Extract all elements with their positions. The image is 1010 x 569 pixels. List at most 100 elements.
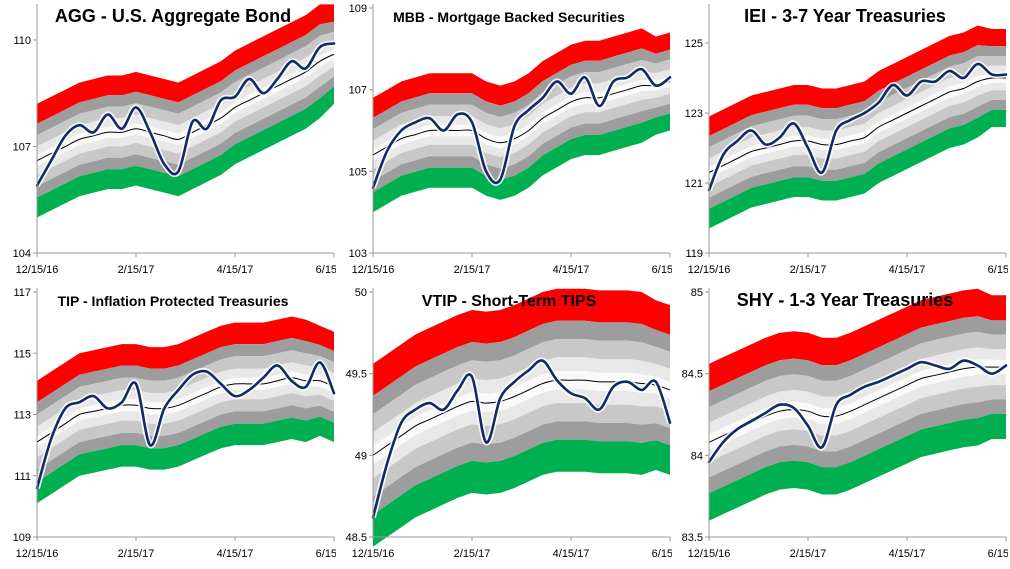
band-upper-dark: [373, 48, 670, 130]
price-line: [371, 67, 672, 189]
x-tick-label: 4/15/17: [553, 548, 590, 560]
x-tick-label: 12/15/16: [352, 548, 395, 560]
y-tick-label: 111: [14, 471, 31, 483]
x-tick-label: 4/15/17: [217, 548, 254, 560]
chart-panel: 104 107 110 12/15/16 2/15/17 4/15/17 6/15/17 AG…: [0, 0, 336, 284]
x-tick-label: 6/15/17: [316, 264, 336, 276]
price-line: [35, 42, 336, 187]
y-tick-label: 117: [13, 287, 31, 299]
band-upper-dark: [709, 316, 1006, 407]
x-tick-label: 4/15/17: [217, 264, 254, 276]
x-tick-label: 6/15/17: [316, 548, 336, 560]
band-lower-dark: [709, 399, 1006, 494]
x-tick-label: 2/15/17: [118, 264, 155, 276]
band-lower-dark: [37, 405, 334, 482]
x-tick-label: 6/15/17: [988, 264, 1008, 276]
band-upper-mid: [37, 350, 334, 427]
chart-title: AGG - U.S. Aggregate Bond: [55, 6, 291, 26]
price-line: [35, 361, 336, 490]
band-green: [709, 109, 1006, 229]
y-tick-label: 48.5: [346, 532, 367, 544]
y-tick-label: 83.5: [682, 532, 703, 544]
band-red: [37, 316, 334, 403]
mean-line: [708, 77, 1007, 173]
band-upper-light: [373, 69, 670, 150]
band-upper-mid: [373, 339, 670, 433]
x-tick-label: 6/15/17: [988, 548, 1008, 560]
y-tick-label: 104: [13, 248, 31, 260]
y-tick-label: 49: [355, 450, 367, 462]
band-lower-light: [373, 86, 670, 170]
chart-title: VTIP - Short-Term TIPS: [422, 293, 597, 310]
chart-svg: 83.5 84 84.5 85 12/15/16 2/15/17 4/15/17 6/15/1…: [682, 287, 1008, 560]
band-lower-mid: [709, 385, 1006, 478]
band-lower-dark: [373, 421, 670, 515]
band-center: [709, 73, 1006, 179]
y-tick-label: 105: [349, 166, 367, 178]
y-tick-label: 107: [349, 85, 367, 97]
x-tick-label: 12/15/16: [16, 264, 59, 276]
band-upper-mid: [373, 59, 670, 141]
x-tick-label: 2/15/17: [118, 548, 155, 560]
band-red: [709, 25, 1006, 137]
y-tick-label: 49.5: [346, 369, 367, 381]
y-tick-label: 113: [13, 410, 31, 422]
y-tick-label: 109: [13, 532, 31, 544]
band-lower-mid: [37, 393, 334, 470]
mean-line: [36, 377, 335, 443]
x-tick-label: 2/15/17: [454, 548, 491, 560]
band-green: [37, 86, 334, 218]
band-green: [709, 413, 1006, 521]
chart-title: IEI - 3-7 Year Treasuries: [744, 6, 946, 26]
y-tick-label: 103: [349, 248, 367, 260]
y-tick-label: 50: [355, 287, 367, 299]
chart-panel: 103 105 107 109 12/15/16 2/15/17 4/15/17 6/15/1…: [336, 0, 672, 284]
band-lower-mid: [37, 66, 334, 187]
y-tick-label: 84: [691, 450, 703, 462]
band-red: [373, 28, 670, 118]
x-tick-label: 6/15/17: [652, 264, 672, 276]
x-tick-label: 6/15/17: [652, 548, 672, 560]
band-lower-mid: [373, 403, 670, 497]
band-green: [373, 439, 670, 547]
y-tick-label: 125: [685, 38, 703, 50]
chart-title: TIP - Inflation Protected Treasuries: [58, 293, 289, 309]
y-tick-label: 110: [13, 35, 31, 47]
y-tick-label: 119: [685, 248, 703, 260]
x-tick-label: 4/15/17: [553, 264, 590, 276]
x-tick-label: 2/15/17: [790, 264, 827, 276]
price-line: [707, 62, 1008, 192]
y-tick-label: 109: [349, 3, 367, 15]
y-tick-label: 121: [685, 178, 703, 190]
band-lower-mid: [373, 93, 670, 181]
chart-svg: 103 105 107 109 12/15/16 2/15/17 4/15/17 6/15/1…: [349, 3, 672, 276]
band-lower-dark: [37, 76, 334, 198]
band-lower-mid: [709, 90, 1006, 198]
chart-svg: 109 111 113 115 117 12/15/16 2/15/17 4/15/17 6/1…: [13, 287, 336, 560]
band-upper-dark: [709, 45, 1006, 148]
band-red: [709, 288, 1006, 392]
band-red: [37, 4, 334, 124]
band-center: [37, 49, 334, 167]
band-lower-light: [37, 59, 334, 175]
y-tick-label: 107: [13, 141, 31, 153]
band-green: [37, 416, 334, 504]
price-line: [371, 359, 672, 519]
x-tick-label: 2/15/17: [454, 264, 491, 276]
x-tick-label: 4/15/17: [889, 264, 926, 276]
x-tick-label: 2/15/17: [790, 548, 827, 560]
band-center: [37, 371, 334, 449]
x-tick-label: 12/15/16: [688, 264, 731, 276]
band-lower-dark: [709, 100, 1006, 209]
band-upper-dark: [37, 337, 334, 415]
band-lower-light: [373, 389, 670, 479]
chart-svg: 48.5 49 49.5 50 12/15/16 2/15/17 4/15/17 6/15/1…: [346, 287, 672, 560]
y-tick-label: 85: [691, 287, 703, 299]
band-upper-mid: [709, 331, 1006, 423]
band-lower-dark: [373, 103, 670, 193]
x-tick-label: 12/15/16: [352, 264, 395, 276]
y-tick-label: 84.5: [682, 369, 703, 381]
band-lower-light: [709, 374, 1006, 462]
band-lower-light: [709, 82, 1006, 187]
